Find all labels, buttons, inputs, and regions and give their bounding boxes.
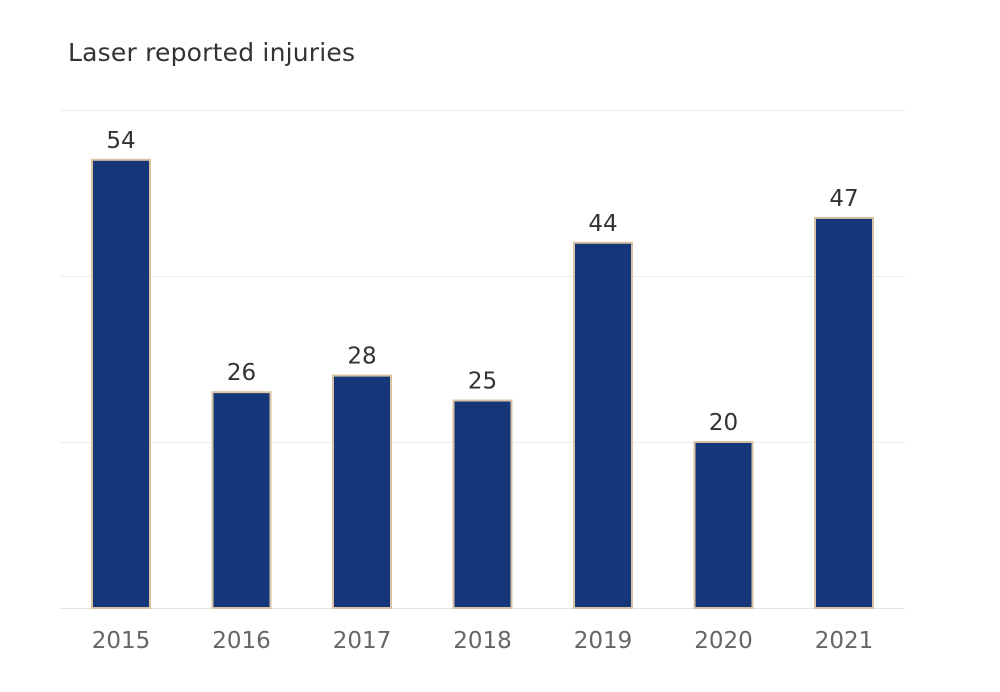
bar-2016[interactable] — [211, 391, 272, 610]
value-labels: 54 26 28 25 44 20 47 — [106, 128, 858, 436]
x-tick-label-2019: 2019 — [574, 628, 633, 654]
bar-2017[interactable] — [332, 374, 392, 609]
value-label-2016: 26 — [227, 360, 256, 386]
x-tick-label-2016: 2016 — [212, 628, 271, 654]
value-label-2015: 54 — [106, 128, 135, 154]
value-label-2017: 28 — [347, 344, 376, 370]
value-label-2020: 20 — [709, 410, 738, 436]
value-label-2021: 47 — [829, 186, 858, 212]
x-tick-label-2015: 2015 — [92, 628, 151, 654]
x-tick-label-2018: 2018 — [453, 628, 512, 654]
x-tick-label-2021: 2021 — [815, 628, 874, 654]
x-tick-label-2017: 2017 — [333, 628, 392, 654]
bar-2021[interactable] — [814, 216, 874, 609]
value-label-2018: 25 — [468, 369, 497, 395]
bar-2020[interactable] — [693, 441, 754, 609]
bar-2018[interactable] — [452, 399, 513, 609]
x-axis-ticks: 2015 2016 2017 2018 2019 2020 2021 — [92, 628, 874, 654]
chart-title: Laser reported injuries — [68, 38, 356, 67]
bars — [91, 158, 874, 610]
bar-2015[interactable] — [91, 158, 151, 610]
bar-2019[interactable] — [573, 241, 633, 610]
value-label-2019: 44 — [588, 211, 617, 237]
x-tick-label-2020: 2020 — [694, 628, 753, 654]
